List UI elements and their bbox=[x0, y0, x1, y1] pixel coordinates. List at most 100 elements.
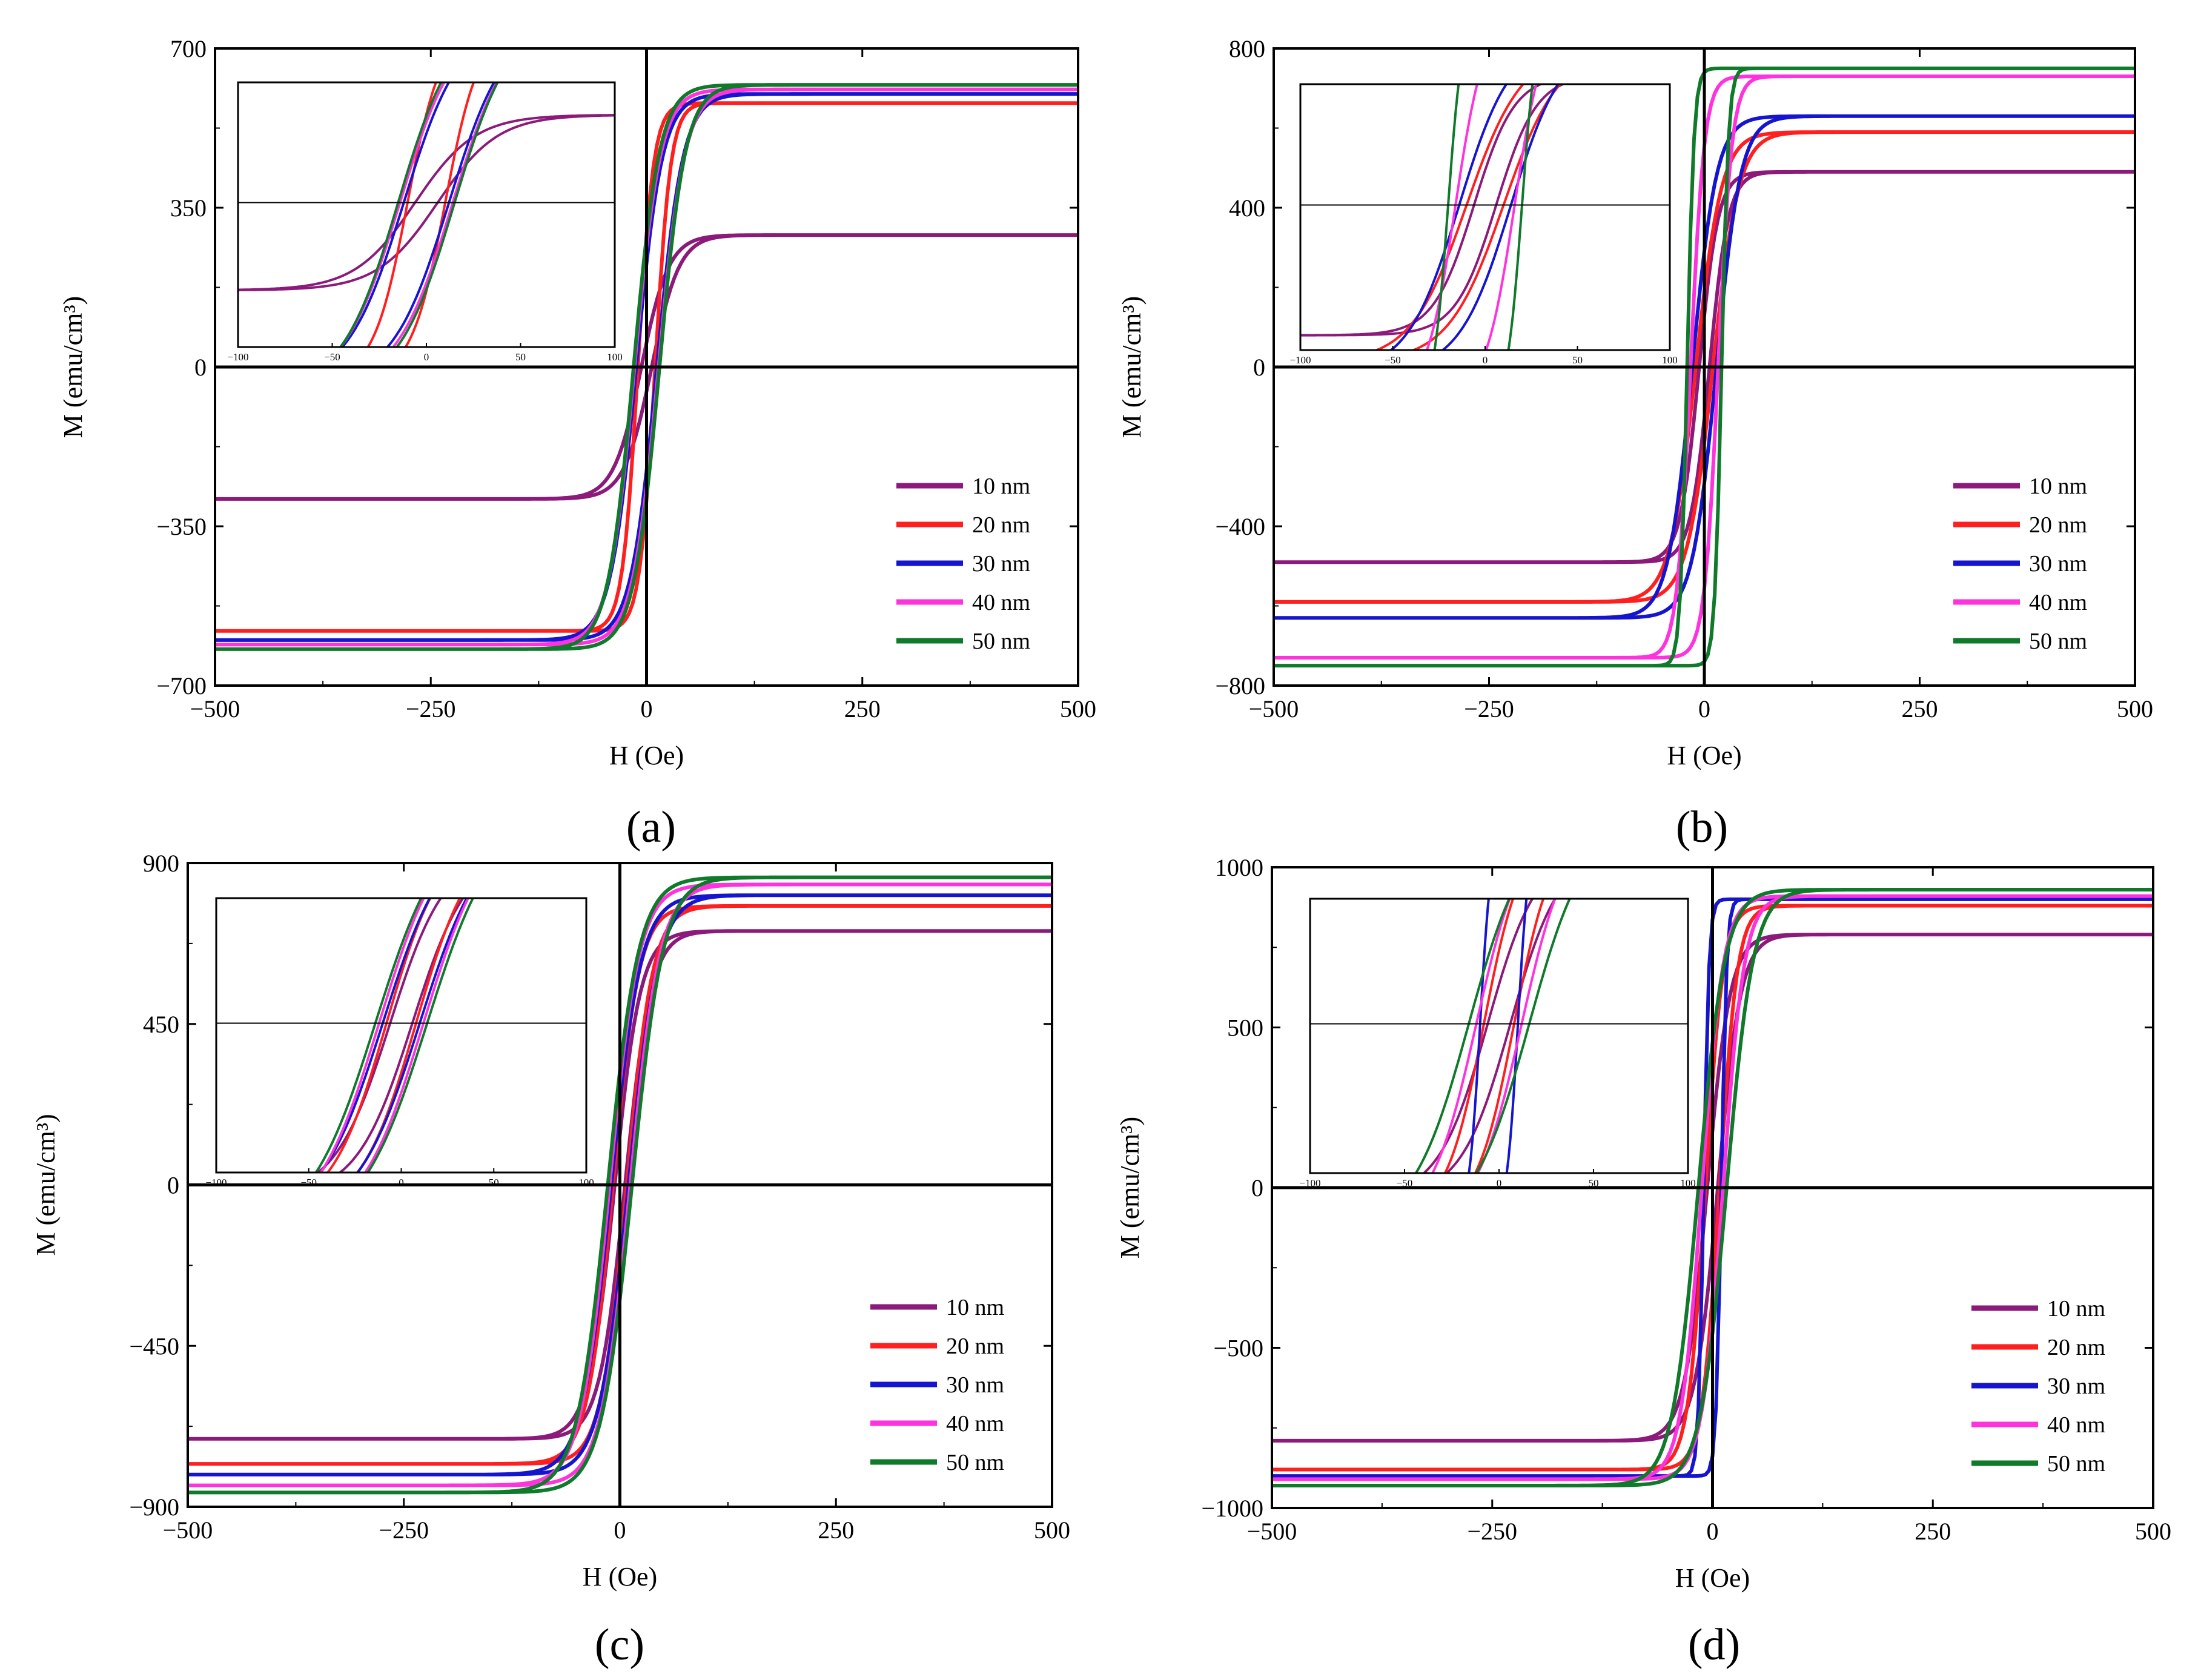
inset-x-tick-label: 0 bbox=[1483, 354, 1488, 366]
legend-label: 50 nm bbox=[2047, 1451, 2105, 1477]
x-tick-label: −250 bbox=[1467, 1518, 1517, 1545]
x-axis-title: H (Oe) bbox=[1667, 741, 1741, 770]
x-axis-title: H (Oe) bbox=[583, 1562, 657, 1592]
series-10-nm-loop bbox=[1272, 933, 2153, 1443]
y-tick-label: 800 bbox=[1229, 35, 1265, 62]
y-tick-label: −800 bbox=[1215, 672, 1265, 699]
legend-label: 40 nm bbox=[2029, 590, 2087, 615]
inset-x-tick-label: 0 bbox=[424, 351, 429, 363]
legend-label: 50 nm bbox=[946, 1450, 1004, 1475]
y-tick-label: 350 bbox=[170, 194, 207, 222]
inset-background bbox=[1299, 83, 1671, 351]
series-10-nm-loop bbox=[215, 233, 1078, 501]
y-tick-label: 0 bbox=[194, 354, 207, 381]
inset-x-tick-label: 50 bbox=[1572, 354, 1583, 366]
inset-x-tick-label: 100 bbox=[607, 351, 623, 363]
inset-series-30-nm bbox=[340, 82, 496, 347]
panel-b: −500 −250 0 250 500 800 400 0 −400 −800 H (Oe) M (e… bbox=[1117, 35, 2153, 852]
x-tick-label: 500 bbox=[2135, 1518, 2171, 1545]
y-tick-label: 400 bbox=[1229, 194, 1265, 222]
legend-label: 40 nm bbox=[946, 1411, 1004, 1437]
series-20-nm-loop bbox=[1272, 904, 2153, 1472]
inset-x-tick-label: 0 bbox=[399, 1177, 404, 1188]
panel-label: (b) bbox=[1676, 802, 1728, 852]
curves bbox=[188, 875, 1052, 1495]
series-30-nm-loop bbox=[188, 893, 1052, 1477]
inset-x-tick-label: −50 bbox=[1385, 354, 1401, 366]
legend-label: 10 nm bbox=[2029, 474, 2087, 499]
y-axis-title: M (emu/cm³) bbox=[1115, 1117, 1145, 1258]
x-tick-label: −500 bbox=[190, 695, 240, 723]
legend-label: 40 nm bbox=[2047, 1412, 2105, 1438]
legend-label: 30 nm bbox=[2029, 551, 2087, 577]
x-tick-label: 0 bbox=[641, 695, 653, 723]
y-tick-label: −900 bbox=[129, 1493, 179, 1521]
inset-x-tick-label: −50 bbox=[300, 1177, 317, 1188]
x-tick-label: −500 bbox=[163, 1516, 213, 1544]
x-tick-label: 0 bbox=[1698, 695, 1710, 723]
legend-label: 20 nm bbox=[972, 512, 1030, 538]
series-40-nm-loop bbox=[1274, 74, 2135, 660]
series-40-nm-loop bbox=[1272, 894, 2153, 1481]
x-axis-title: H (Oe) bbox=[1675, 1563, 1750, 1593]
y-tick-label: 0 bbox=[167, 1172, 179, 1199]
y-tick-label: −700 bbox=[156, 672, 207, 699]
inset-x-tick-label: 100 bbox=[1662, 354, 1678, 366]
inset-series-30-nm bbox=[319, 898, 468, 1172]
legend-label: 50 nm bbox=[2029, 629, 2087, 654]
inset-x-tick-label: 50 bbox=[515, 351, 526, 363]
legend-label: 30 nm bbox=[946, 1372, 1004, 1398]
legend-label: 30 nm bbox=[2047, 1374, 2105, 1399]
legend-label: 30 nm bbox=[972, 551, 1030, 577]
series-50-nm-loop bbox=[1272, 888, 2153, 1487]
inset-x-tick-label: −50 bbox=[1397, 1177, 1413, 1189]
x-tick-label: 0 bbox=[614, 1516, 626, 1544]
x-tick-label: −250 bbox=[379, 1516, 429, 1544]
y-tick-label: 900 bbox=[143, 850, 179, 877]
inset-curves bbox=[1300, 84, 1566, 350]
legend-label: 50 nm bbox=[972, 629, 1030, 654]
x-tick-label: 250 bbox=[1902, 695, 1938, 723]
curves bbox=[215, 83, 1078, 651]
y-tick-label: 0 bbox=[1251, 1174, 1263, 1202]
y-axis-title: M (emu/cm³) bbox=[58, 296, 88, 438]
inset-background bbox=[1309, 898, 1689, 1174]
y-axis-title: M (emu/cm³) bbox=[1117, 296, 1147, 438]
legend-label: 40 nm bbox=[972, 590, 1030, 615]
inset-series-30-nm bbox=[1389, 84, 1560, 350]
inset-series-50-nm bbox=[339, 82, 499, 347]
series-50-nm-loop bbox=[188, 875, 1052, 1495]
inset-x-tick-label: 0 bbox=[1497, 1177, 1502, 1189]
inset-x-tick-label: 50 bbox=[1589, 1177, 1599, 1189]
y-axis-title: M (emu/cm³) bbox=[31, 1114, 61, 1255]
series-20-nm-loop bbox=[188, 904, 1052, 1466]
legend-label: 10 nm bbox=[2047, 1296, 2105, 1321]
y-tick-label: 500 bbox=[1227, 1014, 1263, 1042]
x-axis-title: H (Oe) bbox=[609, 741, 684, 770]
legend-label: 20 nm bbox=[946, 1334, 1004, 1359]
inset-curves bbox=[238, 82, 615, 347]
y-tick-label: −400 bbox=[1215, 513, 1265, 540]
inset-x-tick-label: −100 bbox=[1299, 1177, 1320, 1189]
series-50-nm-loop bbox=[215, 83, 1078, 651]
inset-x-tick-label: 100 bbox=[1680, 1177, 1696, 1189]
inset-series-40-nm bbox=[319, 898, 470, 1172]
y-tick-label: −1000 bbox=[1201, 1495, 1263, 1522]
x-tick-label: 250 bbox=[1915, 1518, 1951, 1545]
panel-label: (a) bbox=[626, 802, 676, 852]
legend-label: 10 nm bbox=[972, 474, 1030, 499]
x-tick-label: −250 bbox=[1464, 695, 1514, 723]
series-30-nm-loop bbox=[1274, 114, 2135, 620]
x-tick-label: −500 bbox=[1249, 695, 1299, 723]
series-40-nm-loop bbox=[188, 882, 1052, 1487]
series-40-nm-loop bbox=[215, 87, 1078, 647]
inset-series-10-nm bbox=[238, 114, 615, 292]
inset-series-10-nm bbox=[1300, 84, 1566, 337]
x-tick-label: 500 bbox=[2117, 695, 2153, 723]
series-20-nm-loop bbox=[215, 101, 1078, 633]
series-10-nm-loop bbox=[1274, 170, 2135, 564]
